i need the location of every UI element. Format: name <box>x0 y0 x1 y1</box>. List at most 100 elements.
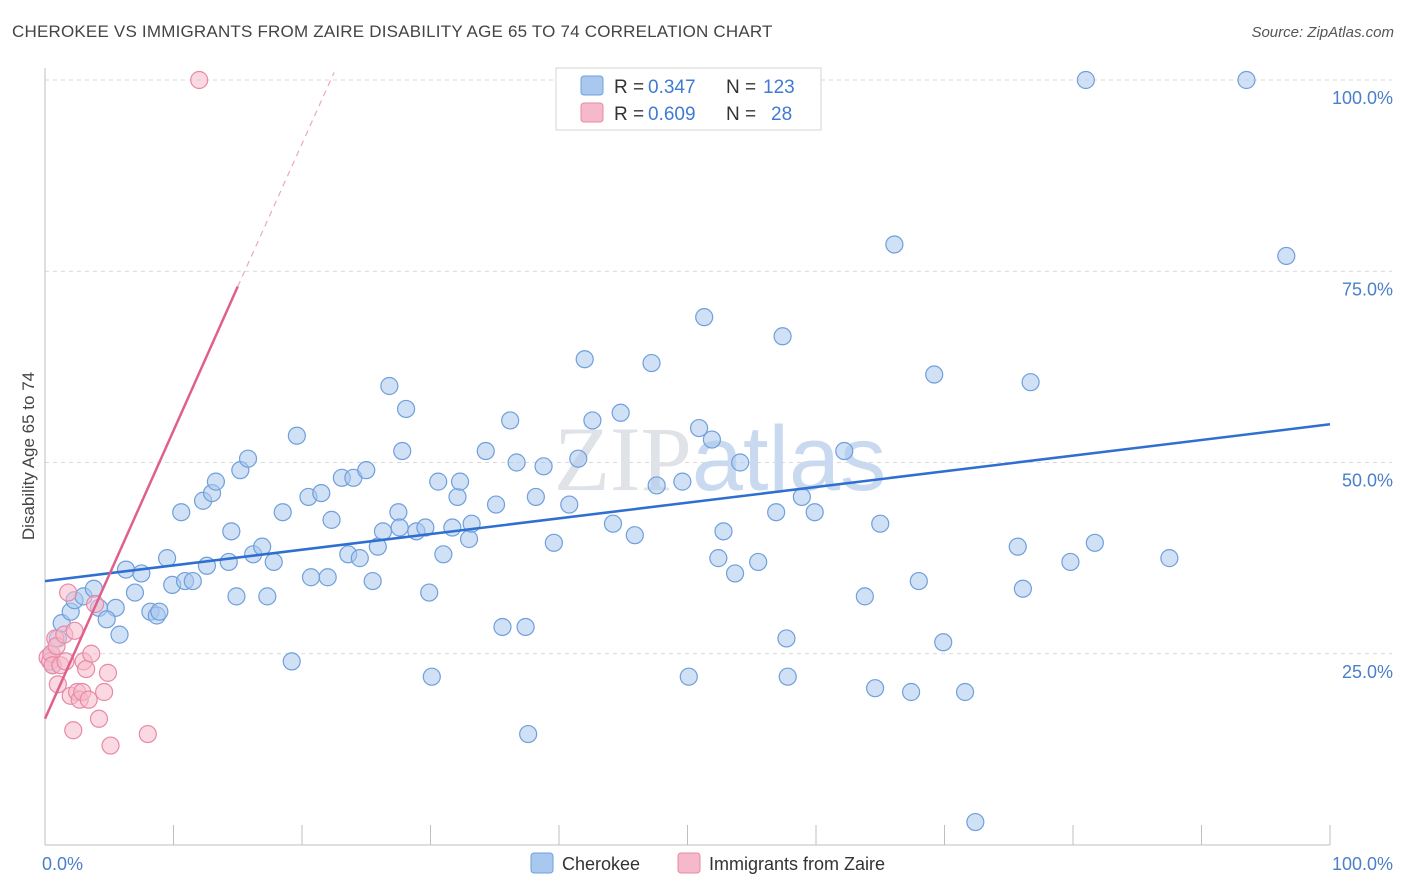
cherokee-point <box>871 514 890 533</box>
zaire-point <box>82 644 101 663</box>
y-tick-label: 50.0% <box>1342 471 1393 491</box>
cherokee-point <box>575 350 594 369</box>
legend-swatch-zaire <box>580 102 604 123</box>
zaire-point <box>89 709 109 728</box>
bottom-legend-swatch-cherokee <box>530 852 554 874</box>
cherokee-point <box>835 441 854 461</box>
cherokee-point <box>301 568 321 587</box>
cherokee-point <box>429 472 448 491</box>
zaire-point <box>64 721 83 740</box>
y-tick-label: 100.0% <box>1332 88 1393 108</box>
cherokee-point <box>1085 533 1104 552</box>
cherokee-point <box>603 514 623 533</box>
cherokee-point <box>363 571 382 591</box>
cherokee-point <box>777 629 796 648</box>
cherokee-point <box>1008 537 1027 556</box>
cherokee-point <box>219 552 238 572</box>
cherokee-point <box>679 667 698 686</box>
cherokee-point <box>583 411 602 430</box>
cherokee-point <box>206 472 226 491</box>
cherokee-point <box>287 426 306 445</box>
cherokee-point <box>544 533 563 552</box>
zaire-point <box>77 659 96 679</box>
cherokee-point <box>778 667 797 686</box>
legend-n-label-2: N = <box>726 104 756 125</box>
y-tick-label: 75.0% <box>1342 279 1393 299</box>
cherokee-point <box>273 503 292 522</box>
cherokee-point <box>526 487 545 507</box>
cherokee-point <box>476 441 495 461</box>
cherokee-point <box>258 587 277 606</box>
cherokee-point <box>1277 246 1296 266</box>
zaire-trend-line <box>43 286 239 720</box>
cherokee-point <box>519 724 538 744</box>
cherokee-point <box>642 353 661 373</box>
grid-lines <box>45 79 1392 655</box>
zaire-point <box>59 583 78 602</box>
axes <box>44 68 1331 846</box>
cherokee-point <box>709 549 728 568</box>
cherokee-point <box>966 812 985 832</box>
cherokee-point <box>1237 70 1256 90</box>
cherokee-point <box>909 571 928 591</box>
legend-r-label-2: R = <box>614 104 644 125</box>
cherokee-point <box>110 625 129 644</box>
cherokee-point <box>416 518 435 537</box>
cherokee-point <box>393 441 412 461</box>
zaire-point <box>101 736 120 755</box>
cherokee-point <box>1061 552 1080 572</box>
cherokee-point <box>150 602 169 621</box>
cherokee-point <box>673 472 692 491</box>
cherokee-point <box>450 472 470 491</box>
y-tick-labels: 25.0% 50.0% 75.0% 100.0% <box>1332 88 1393 682</box>
cherokee-point <box>373 522 393 541</box>
cherokee-point <box>501 411 520 430</box>
zaire-point <box>138 724 157 744</box>
cherokee-point <box>172 503 191 522</box>
cherokee-point <box>714 522 733 541</box>
zaire-trend-extension <box>237 72 335 287</box>
cherokee-point <box>97 610 116 629</box>
cherokee-point <box>486 495 506 514</box>
trend-lines <box>43 72 1331 720</box>
data-points <box>38 70 1296 832</box>
cherokee-point <box>125 583 145 602</box>
cherokee-point <box>1021 373 1040 392</box>
cherokee-point <box>222 522 241 541</box>
cherokee-point <box>534 457 553 476</box>
cherokee-point <box>1160 549 1179 568</box>
x-tick-label: 100.0% <box>1332 854 1393 874</box>
cherokee-point <box>448 487 467 507</box>
cherokee-point <box>925 365 944 384</box>
cherokee-point <box>731 453 750 472</box>
cherokee-point <box>357 461 376 480</box>
legend: R = 0.347 N = 123 R = 0.609 N = 28 <box>555 67 822 131</box>
legend-r-label-1: R = <box>614 77 644 98</box>
cherokee-point <box>725 564 745 583</box>
cherokee-trend-line <box>44 423 1331 583</box>
bottom-legend-cherokee: Cherokee <box>562 854 640 874</box>
legend-r-value-1: 0.347 <box>648 77 696 98</box>
legend-n-value-1: 123 <box>763 77 795 98</box>
cherokee-point <box>282 652 301 671</box>
cherokee-point <box>493 617 512 637</box>
cherokee-point <box>805 503 824 522</box>
cherokee-point <box>647 476 666 495</box>
cherokee-point <box>157 549 177 568</box>
legend-n-value-2: 28 <box>771 104 792 125</box>
legend-r-value-2: 0.609 <box>648 104 696 125</box>
legend-n-label-1: N = <box>726 77 756 98</box>
cherokee-point <box>702 430 722 449</box>
cherokee-point <box>318 568 337 587</box>
cherokee-point <box>689 418 709 438</box>
cherokee-point <box>901 682 921 702</box>
cherokee-point <box>389 503 408 522</box>
zaire-point <box>98 663 118 682</box>
cherokee-point <box>955 682 975 702</box>
cherokee-point <box>866 679 885 698</box>
cherokee-point <box>422 667 441 686</box>
cherokee-point <box>420 583 439 602</box>
cherokee-point <box>350 549 369 568</box>
cherokee-point <box>312 484 331 503</box>
cherokee-point <box>227 587 246 606</box>
